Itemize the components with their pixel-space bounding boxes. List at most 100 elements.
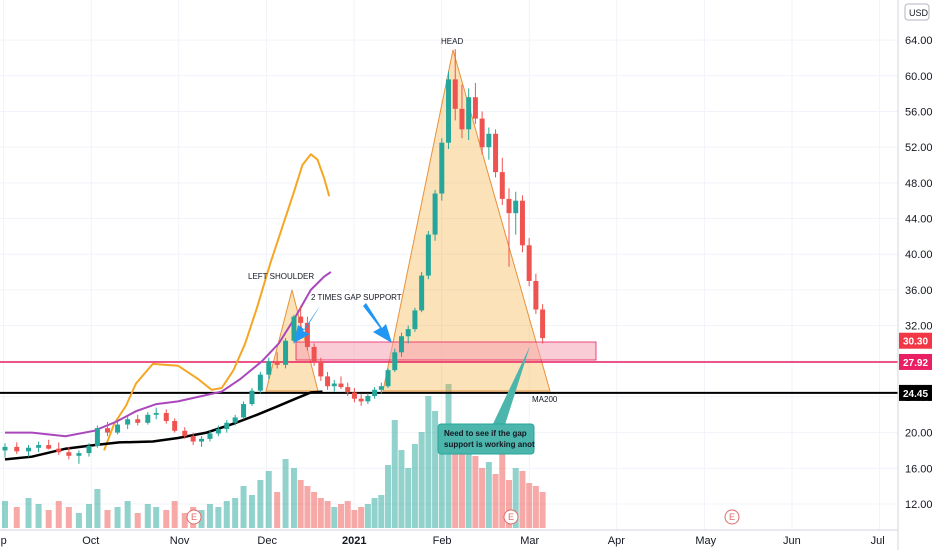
price-tick-label: 44.00: [905, 214, 932, 226]
head-triangle: [382, 49, 551, 392]
volume-bar: [485, 462, 492, 528]
candle-body: [486, 133, 492, 148]
candle-body: [392, 352, 398, 371]
candle-body: [446, 79, 452, 143]
candle-body: [338, 383, 344, 388]
moving-average-line: [4, 390, 323, 461]
price-tick-label: 56.00: [905, 106, 932, 118]
price-tag-box: [899, 353, 932, 370]
candle-body: [405, 329, 411, 337]
volume-bar: [519, 471, 526, 528]
candle-body: [190, 436, 196, 442]
volume-bar: [331, 507, 338, 528]
price-tick-label: 52.00: [905, 142, 932, 154]
candle-body: [419, 275, 425, 311]
candle-body: [153, 412, 159, 415]
price-tick-label: 12.00: [905, 499, 932, 511]
volume-bar: [472, 456, 479, 528]
volume-bar: [297, 480, 304, 528]
volume-bar: [465, 441, 472, 528]
volume-bar: [438, 441, 445, 528]
volume-bar: [344, 501, 351, 528]
moving-average-line: [103, 152, 331, 451]
callout-pointer: [491, 346, 530, 428]
volume-bar: [351, 510, 358, 528]
candle-body: [358, 398, 364, 402]
candle-body: [533, 280, 539, 310]
candle-body: [513, 200, 519, 214]
candle-body: [36, 445, 42, 448]
pattern-shapes: [265, 49, 597, 392]
time-tick-label: Apr: [608, 535, 625, 547]
candle-body: [372, 389, 378, 397]
price-tick-label: 32.00: [905, 321, 932, 333]
candle-body: [412, 310, 418, 330]
candle-body: [452, 79, 458, 109]
candle-body: [479, 118, 485, 148]
volume-bar: [378, 495, 385, 528]
volume-bar: [432, 411, 439, 528]
volume-bar: [274, 492, 281, 528]
volume-bar: [358, 507, 365, 528]
price-tag-box: [899, 384, 932, 401]
earnings-marker-icon: [503, 509, 519, 525]
volume-bar: [144, 504, 151, 528]
candle-body: [76, 453, 82, 456]
volume-bar: [248, 495, 255, 528]
callout-box: [437, 423, 535, 455]
candle-body: [499, 172, 505, 199]
candle-body: [215, 429, 221, 434]
time-axis: p Oct Nov Dec 2021 Feb Mar Apr May Jun Jul: [0, 529, 898, 547]
volume-bar: [223, 501, 230, 528]
candle-body: [466, 97, 472, 130]
volume-bar: [532, 486, 539, 528]
volume-bar: [240, 486, 247, 528]
currency-badge[interactable]: USD: [904, 3, 930, 21]
time-tick-label: Mar: [520, 535, 539, 547]
volume-bar: [492, 474, 499, 528]
candle-body: [104, 428, 110, 433]
candle-body: [14, 446, 20, 452]
volume-bar: [385, 465, 392, 528]
price-tags: 30.30 27.92 24.45: [899, 332, 932, 401]
candle-body: [318, 361, 324, 377]
candle-body: [199, 438, 205, 442]
volume-bar: [458, 453, 465, 528]
volume-bar: [25, 498, 32, 528]
currency-badge-box: [904, 3, 930, 21]
volume-bar: [75, 513, 82, 528]
time-tick-label: p: [1, 535, 7, 547]
candle-body: [540, 309, 546, 339]
candle-body: [459, 108, 465, 130]
volume-bar: [2, 501, 8, 528]
candle-body: [439, 142, 445, 194]
gap-support-zone: [295, 341, 597, 361]
volume-bar: [371, 498, 378, 528]
volume-bar: [124, 501, 131, 528]
candle-body: [351, 392, 357, 399]
callout-line-2: support is working anot: [444, 440, 535, 449]
candle-body: [232, 417, 238, 423]
volume-bar: [114, 507, 121, 528]
volume-bar: [311, 492, 318, 528]
volume-bar: [324, 501, 331, 528]
candle-body: [172, 421, 178, 431]
volume-bar: [257, 480, 264, 528]
candle-body: [224, 422, 230, 430]
price-tick-label: 60.00: [905, 71, 932, 83]
time-tick-label: Nov: [170, 535, 190, 547]
volume-bar: [134, 513, 141, 528]
candle-body: [86, 445, 92, 454]
volume-bar: [405, 468, 412, 528]
price-tag-label: 24.45: [903, 389, 928, 400]
price-tick-label: 64.00: [905, 35, 932, 47]
earnings-marker-label: E: [729, 512, 735, 522]
volume-bar: [104, 510, 111, 528]
volume-bar: [317, 498, 324, 528]
left-shoulder-label: LEFT SHOULDER: [248, 272, 314, 281]
volume-bar: [206, 504, 213, 528]
candle-body: [249, 390, 255, 405]
candle-body: [207, 433, 213, 439]
